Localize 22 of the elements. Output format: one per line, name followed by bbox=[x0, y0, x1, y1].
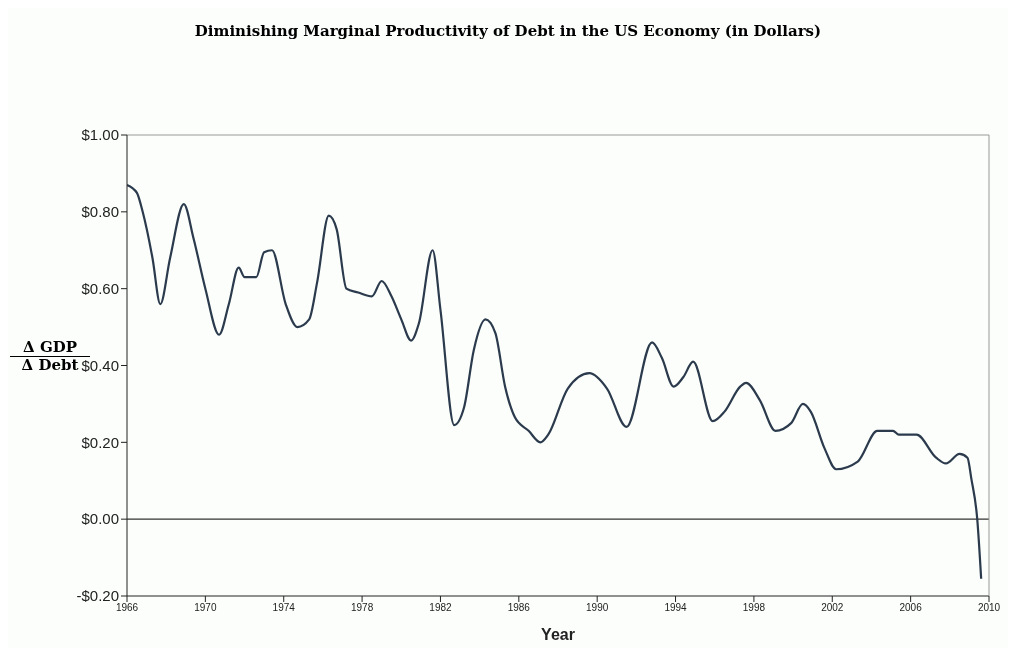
x-axis-title: Year bbox=[541, 626, 575, 643]
y-tick-label: $1.00 bbox=[81, 126, 119, 144]
y-tick-label: $0.00 bbox=[81, 510, 119, 528]
x-tick-label: 2010 bbox=[977, 602, 1001, 614]
y-tick-label: -$0.20 bbox=[76, 587, 119, 605]
x-tick-label: 2002 bbox=[821, 602, 844, 614]
x-tick-label: 1970 bbox=[194, 602, 217, 614]
y-tick-label: $0.20 bbox=[81, 433, 119, 451]
x-tick-label: 1966 bbox=[115, 602, 139, 614]
x-tick-label: 1998 bbox=[742, 602, 766, 614]
x-tick-label: 1974 bbox=[272, 602, 296, 614]
x-tick-label: 2006 bbox=[899, 602, 923, 614]
y-tick-label: $0.40 bbox=[81, 356, 119, 374]
x-tick-label: 1990 bbox=[586, 602, 609, 614]
x-tick-label: 1982 bbox=[429, 602, 453, 614]
y-tick-label: $0.60 bbox=[81, 279, 119, 297]
y-tick-label: $0.80 bbox=[81, 203, 119, 221]
chart-title: Diminishing Marginal Productivity of Debt in the US Economy (in Dollars) bbox=[193, 22, 823, 40]
x-tick-label: 1978 bbox=[350, 602, 374, 614]
x-tick-label: 1994 bbox=[664, 602, 688, 614]
x-tick-label: 1986 bbox=[507, 602, 531, 614]
line-series bbox=[127, 183, 983, 580]
